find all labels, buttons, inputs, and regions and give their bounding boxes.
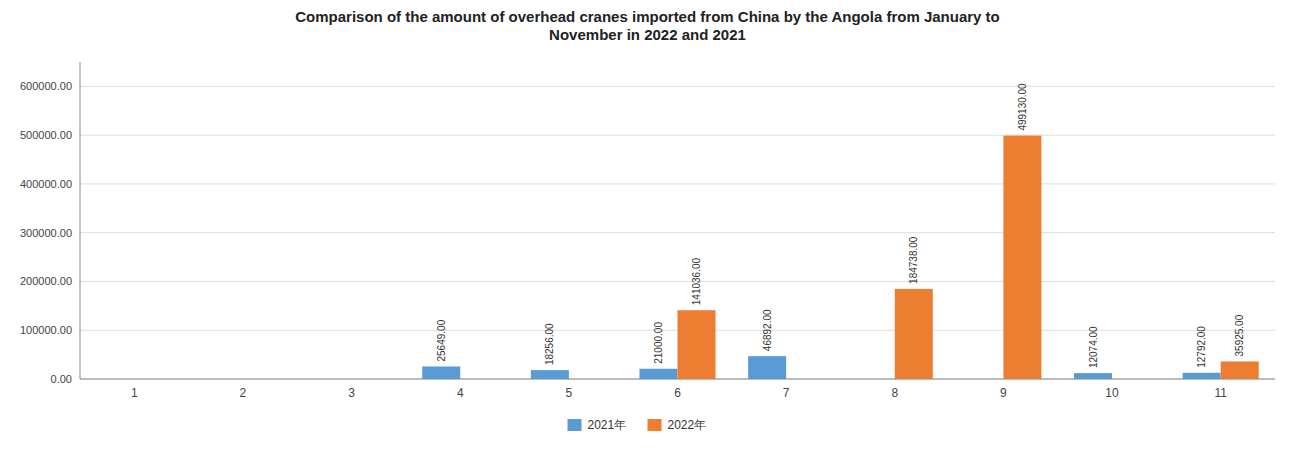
x-tick-label: 2 [240, 386, 247, 400]
legend-swatch [648, 419, 662, 431]
bar [639, 369, 677, 379]
bar [1003, 136, 1041, 379]
bar [786, 379, 824, 380]
grid-line [80, 232, 1275, 233]
data-label: 184738.00 [908, 236, 919, 284]
title-line: Comparison of the amount of overhead cra… [295, 8, 1000, 25]
bar [748, 356, 786, 379]
chart: Comparison of the amount of overhead cra… [0, 0, 1295, 451]
bar [134, 379, 172, 380]
data-label: 141036.00 [691, 258, 702, 306]
x-tick-label: 11 [1214, 386, 1227, 400]
bar [422, 366, 460, 379]
y-tick-label: 100000.00 [20, 324, 72, 336]
y-tick-label: 400000.00 [20, 178, 72, 190]
bar [1112, 379, 1150, 380]
data-label: 21000.00 [653, 322, 664, 364]
bar [857, 379, 895, 380]
grid-line [80, 86, 1275, 87]
y-tick-label: 300000.00 [20, 227, 72, 239]
y-tick-label: 200000.00 [20, 275, 72, 287]
y-tick-label: 500000.00 [20, 129, 72, 141]
y-tick-label: 0.00 [51, 373, 72, 385]
title-line: November in 2022 and 2021 [549, 26, 746, 43]
y-axis-line [80, 62, 81, 379]
bar [678, 310, 716, 379]
x-tick-label: 4 [457, 386, 464, 400]
data-labels: 25649.00 18256.00 21000.00 46892.00 12074.00… [436, 83, 1245, 368]
data-label: 25649.00 [436, 319, 447, 361]
x-tick-label: 9 [1000, 386, 1007, 400]
legend-label: 2022年 [668, 418, 707, 432]
legend: 2021年 2022年 [568, 418, 707, 432]
legend-label: 2021年 [588, 418, 627, 432]
data-label: 18256.00 [544, 323, 555, 365]
grid-line [80, 281, 1275, 282]
bar [352, 379, 390, 380]
bar [1074, 373, 1112, 379]
grid [80, 86, 1275, 379]
data-label: 35925.00 [1234, 314, 1245, 356]
bar [96, 379, 134, 380]
bar [460, 379, 498, 380]
grid-line [80, 183, 1275, 184]
x-tick-label: 1 [131, 386, 138, 400]
y-tick-label: 600000.00 [20, 80, 72, 92]
x-tick-label: 5 [566, 386, 573, 400]
data-label: 46892.00 [762, 309, 773, 351]
bar [243, 379, 281, 380]
title: Comparison of the amount of overhead cra… [295, 8, 1000, 43]
x-tick-label: 3 [348, 386, 355, 400]
data-label: 12792.00 [1196, 326, 1207, 368]
grid-line [80, 135, 1275, 136]
data-label: 499130.00 [1017, 83, 1028, 131]
bar [314, 379, 352, 380]
bar [1221, 361, 1259, 379]
x-tick-label: 10 [1105, 386, 1119, 400]
bar [531, 370, 569, 379]
x-tick-label: 6 [674, 386, 681, 400]
data-label: 12074.00 [1088, 326, 1099, 368]
bar [569, 379, 607, 380]
bars [422, 136, 1258, 379]
x-tick-label: 8 [891, 386, 898, 400]
legend-swatch [568, 419, 582, 431]
x-tick-label: 7 [783, 386, 790, 400]
bar [205, 379, 243, 380]
bar [895, 289, 933, 379]
bar [1183, 373, 1221, 379]
bar [965, 379, 1003, 380]
